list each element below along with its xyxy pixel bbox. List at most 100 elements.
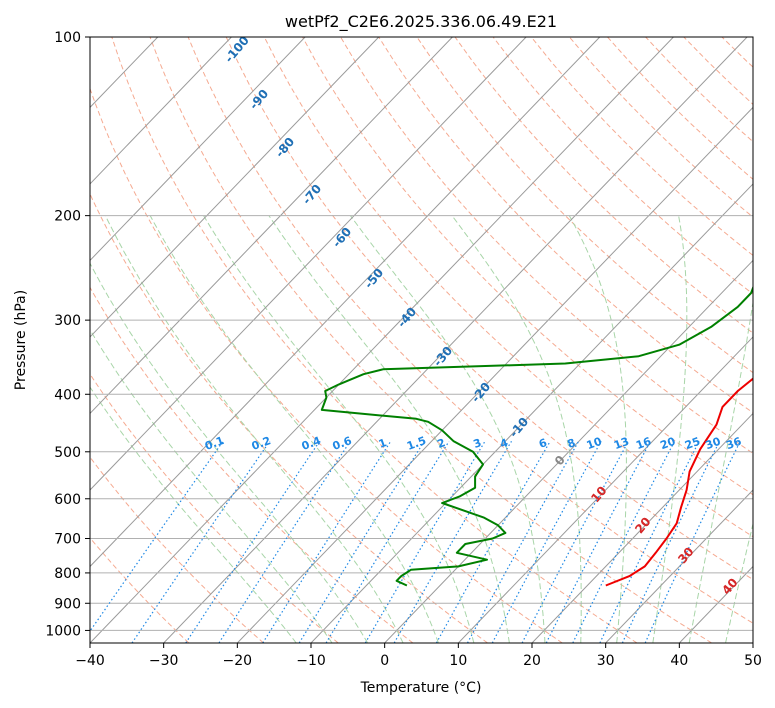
moist-adiabat-line xyxy=(90,262,369,643)
mixing-ratio-line xyxy=(298,440,425,643)
dry-adiabat-line xyxy=(683,37,753,106)
mixing-ratio-label: 3 xyxy=(472,436,484,451)
mixing-ratio-line xyxy=(325,440,450,643)
isotherm-label: -30 xyxy=(431,344,456,370)
y-tick-label: 800 xyxy=(54,566,81,582)
dry-adiabat-line xyxy=(149,37,712,643)
dry-adiabat-line xyxy=(263,37,753,538)
y-tick-label: 900 xyxy=(54,596,81,612)
x-tick-label: −10 xyxy=(296,653,326,669)
isotherm-label: -40 xyxy=(395,305,420,331)
y-tick-label: 700 xyxy=(54,532,81,548)
mixing-ratio-label: 0.4 xyxy=(300,434,323,453)
isotherm-line xyxy=(236,106,753,643)
plot-frame xyxy=(89,36,754,644)
y-tick-label: 100 xyxy=(54,30,81,46)
moist-adiabat-line xyxy=(451,215,582,643)
dry-adiabat-line xyxy=(90,87,563,643)
moist-adiabat-line xyxy=(90,386,297,643)
isotherm-line xyxy=(90,37,232,185)
moist-adiabat-line xyxy=(268,215,510,643)
mixing-ratio-label: 2 xyxy=(435,436,447,451)
isotherm-label: 10 xyxy=(588,484,609,506)
mixing-ratio-line xyxy=(491,441,602,643)
dry-adiabat-line xyxy=(90,192,488,643)
moist-adiabat-line xyxy=(203,215,475,643)
mixing-ratio-label: 20 xyxy=(658,435,677,453)
isotherm-line xyxy=(531,412,753,643)
y-axis-label: Pressure (hPa) xyxy=(13,290,29,390)
chart-title: wetPf2_C2E6.2025.336.06.49.E21 xyxy=(285,12,557,32)
mixing-ratio-label: 8 xyxy=(566,436,578,451)
dry-adiabat-line xyxy=(760,37,775,643)
isotherm-line xyxy=(457,336,753,643)
moist-adiabat-line xyxy=(568,215,627,643)
isotherm-line xyxy=(163,37,748,643)
mixing-ratio-line xyxy=(621,441,721,643)
mixing-ratio-line xyxy=(131,440,271,643)
isotherm-label: 20 xyxy=(632,515,653,537)
mixing-ratio-label: 16 xyxy=(634,435,653,453)
axes: −40 −30 −20 −10 0 10 20 30 40 5010020030040050060… xyxy=(45,30,762,669)
dewpoint-profile-line xyxy=(320,285,753,587)
mixing-ratio-label: 30 xyxy=(704,435,723,453)
dry-adiabat-line xyxy=(225,37,753,581)
dry-adiabat-line xyxy=(340,37,753,454)
moist-adiabat-line xyxy=(688,299,753,643)
mixing-ratio-line xyxy=(90,440,224,633)
moist-adiabat-line xyxy=(149,215,439,643)
x-tick-label: −20 xyxy=(223,653,253,669)
x-tick-label: 20 xyxy=(523,653,541,669)
dry-adiabat-line xyxy=(302,37,753,496)
mixing-ratio-label: 0.2 xyxy=(250,434,273,453)
dry-adiabat-line xyxy=(721,37,753,68)
mixing-ratio-line xyxy=(393,440,513,643)
x-tick-label: −30 xyxy=(149,653,179,669)
moist-adiabat-line xyxy=(90,328,333,643)
isotherm-label: -60 xyxy=(330,225,355,251)
isotherm-label: 30 xyxy=(675,545,696,567)
temperature-profile-line xyxy=(605,377,753,587)
dry-adiabat-line xyxy=(187,37,753,624)
dry-adiabat-line xyxy=(90,373,339,643)
mixing-ratio-label: 13 xyxy=(612,435,631,452)
mixing-ratio-line xyxy=(599,441,700,643)
isotherm-line xyxy=(90,37,380,338)
mixing-ratio-line xyxy=(364,440,486,643)
mixing-ratio-line xyxy=(218,440,351,643)
isotherm-label: -90 xyxy=(247,87,272,113)
mixing-ratio-line xyxy=(185,440,321,643)
dry-adiabat-line xyxy=(90,286,414,643)
mixing-ratio-line xyxy=(262,440,392,643)
mixing-ratio-label: 0.1 xyxy=(203,434,226,453)
mixing-ratio-line xyxy=(466,441,580,643)
x-tick-label: 10 xyxy=(449,653,467,669)
x-tick-label: 30 xyxy=(597,653,615,669)
isotherm-label: -20 xyxy=(469,380,494,406)
y-tick-label: 300 xyxy=(54,313,81,329)
dry-adiabat-line xyxy=(111,37,638,643)
isotherm-line xyxy=(752,642,753,643)
dry-adiabat-line xyxy=(90,456,264,643)
mixing-ratio-label: 4 xyxy=(498,436,510,451)
y-tick-label: 200 xyxy=(54,209,81,225)
x-tick-label: 40 xyxy=(670,653,688,669)
isotherm-line xyxy=(605,489,753,643)
plot-area xyxy=(90,37,775,643)
moist-adiabat-line xyxy=(652,215,688,643)
isotherm-line xyxy=(90,37,306,262)
moist-adiabat-line xyxy=(725,521,753,643)
isotherm-line xyxy=(90,37,601,568)
isotherm-label: -70 xyxy=(300,182,325,208)
isotherm-label: 40 xyxy=(719,576,740,598)
x-tick-label: 0 xyxy=(380,653,389,669)
y-tick-label: 500 xyxy=(54,445,81,461)
mixing-ratio-label: 25 xyxy=(683,435,702,452)
mixing-ratio-label: 10 xyxy=(585,435,604,453)
mixing-ratio-label: 36 xyxy=(724,435,743,453)
isotherm-label: -50 xyxy=(362,266,387,292)
mixing-ratio-label: 1.5 xyxy=(405,434,428,453)
y-tick-label: 1000 xyxy=(45,623,81,639)
dry-adiabat-line xyxy=(90,537,190,643)
isotherm-line xyxy=(90,37,674,643)
